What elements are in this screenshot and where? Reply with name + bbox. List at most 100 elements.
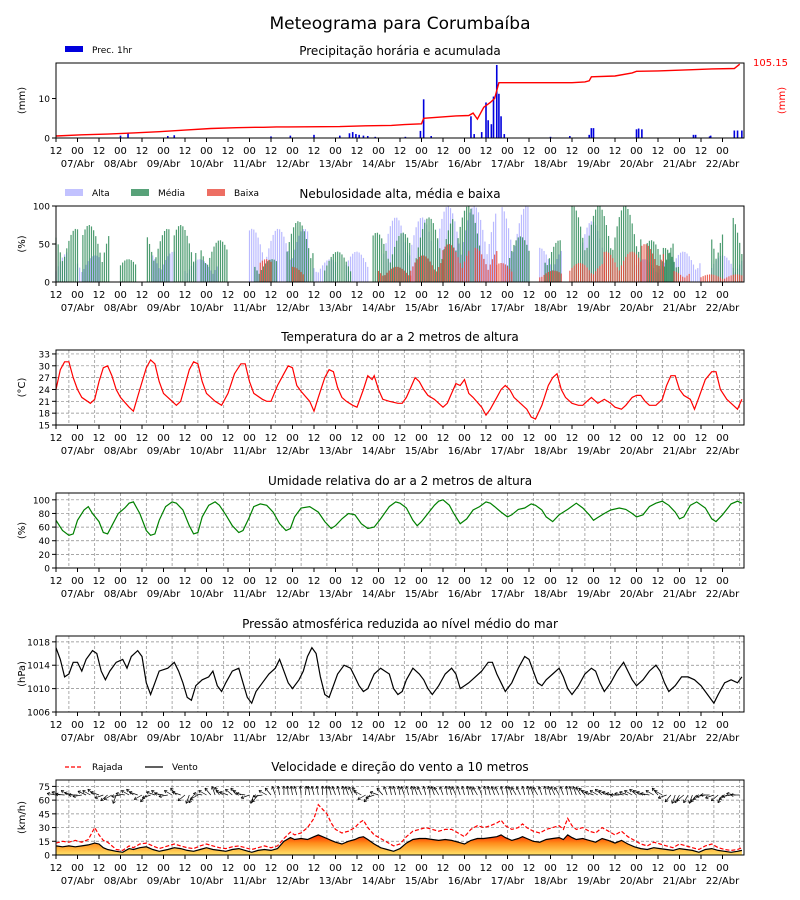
wind-arrow xyxy=(64,792,74,796)
x-hour-label: 00 xyxy=(415,863,428,874)
wind-arrow xyxy=(466,786,470,796)
x-day-label: 08/Abr xyxy=(104,589,138,600)
cloud-mid-bar xyxy=(59,252,61,282)
cloud-low-bar xyxy=(605,251,607,282)
x-hour-label: 12 xyxy=(136,433,149,444)
precip-bar xyxy=(708,136,711,138)
cloud-mid-bar xyxy=(153,260,155,282)
x-day-label: 21/Abr xyxy=(663,733,697,744)
cloud-high-bar xyxy=(98,257,100,282)
wind-arrow-head xyxy=(344,786,348,790)
precip-bar xyxy=(736,130,739,138)
wind-arrow xyxy=(172,791,181,796)
cloud-low-bar xyxy=(392,267,395,282)
x-hour-label: 12 xyxy=(394,720,407,731)
wind-arrow-head xyxy=(700,793,704,797)
wind-arrow-head xyxy=(133,796,138,800)
wind-arrow-head xyxy=(315,785,319,790)
wind-arrow-head xyxy=(357,796,361,800)
cloud-low-bar xyxy=(592,274,595,282)
x-hour-label: 12 xyxy=(265,290,278,301)
wind-arrow xyxy=(100,794,108,802)
wind-arrow-head xyxy=(388,785,393,790)
cloud-mid-bar xyxy=(334,252,337,282)
x-hour-label: 12 xyxy=(308,863,321,874)
cloud-low-bar xyxy=(539,277,541,282)
x-hour-label: 12 xyxy=(566,146,579,157)
wind-arrow xyxy=(572,786,577,796)
x-hour-label: 12 xyxy=(695,290,708,301)
x-day-label: 20/Abr xyxy=(620,159,654,170)
panel-frame xyxy=(55,492,745,569)
cloud-low-bar xyxy=(645,244,647,282)
precip-bar xyxy=(348,133,351,138)
cloud-high-bar xyxy=(167,256,169,282)
cloud-mid-bar xyxy=(265,263,267,282)
cloud-low-bar xyxy=(573,265,575,282)
wind-arrow xyxy=(430,786,435,796)
cloud-mid-bar xyxy=(57,244,59,282)
cloud-mid-bar xyxy=(555,242,557,282)
x-day-label: 13/Abr xyxy=(319,446,353,457)
x-day-label: 11/Abr xyxy=(233,159,267,170)
y-tick-label: 30 xyxy=(39,362,51,372)
x-hour-label: 12 xyxy=(523,576,536,587)
wind-arrow-head xyxy=(170,787,174,792)
cloud-mid-bar xyxy=(188,243,190,282)
wind-arrow xyxy=(439,786,444,796)
wind-arrow xyxy=(559,786,564,796)
x-day-label: 15/Abr xyxy=(405,303,439,314)
cloud-mid-bar xyxy=(734,224,736,282)
cloud-low-bar xyxy=(261,260,263,282)
wind-arrow-head xyxy=(177,797,182,802)
cloud-high-bar xyxy=(467,220,469,282)
wind-arrow-head xyxy=(448,786,452,790)
x-day-label: 19/Abr xyxy=(577,876,611,887)
temperature-line xyxy=(55,358,743,420)
wind-arrow-head xyxy=(690,798,694,803)
x-day-label: 14/Abr xyxy=(362,159,396,170)
cloud-mid-bar xyxy=(68,240,70,282)
wind-arrow-head xyxy=(433,786,437,791)
cloud-high-bar xyxy=(492,221,495,282)
wind-arrow-head xyxy=(146,791,150,795)
cloud-low-bar xyxy=(453,247,455,282)
wind-arrow xyxy=(614,793,624,796)
x-hour-label: 12 xyxy=(437,290,450,301)
cloud-low-bar xyxy=(377,270,380,282)
cloud-mid-bar xyxy=(341,254,343,282)
legend-label-vento: Vento xyxy=(172,763,198,773)
cloud-high-bar xyxy=(162,264,165,282)
pressure-line xyxy=(55,646,743,705)
x-hour-label: 00 xyxy=(329,433,342,444)
cloud-mid-bar xyxy=(439,248,441,282)
wind-arrow-head xyxy=(352,786,356,791)
x-hour-label: 12 xyxy=(136,576,149,587)
cloud-low-bar xyxy=(595,271,597,282)
x-hour-label: 00 xyxy=(630,863,643,874)
x-hour-label: 00 xyxy=(587,290,600,301)
cloud-mid-bar xyxy=(409,242,411,282)
cloud-mid-bar xyxy=(288,242,290,282)
legend-swatch xyxy=(131,189,149,196)
wind-arrow-head xyxy=(610,793,614,797)
cloud-low-bar xyxy=(405,272,408,282)
wind-arrow-head xyxy=(564,785,569,790)
wind-arrow-head xyxy=(671,800,675,804)
cloud-high-bar xyxy=(358,252,360,282)
precip-bar xyxy=(492,96,495,138)
wind-arrow-head xyxy=(392,786,396,790)
x-day-label: 10/Abr xyxy=(190,876,224,887)
cloud-mid-bar xyxy=(586,247,588,282)
cloud-high-bar xyxy=(315,271,317,282)
precip-bar xyxy=(490,124,493,138)
wind-arrow xyxy=(236,793,246,796)
precip-bar xyxy=(588,134,590,138)
x-hour-label: 00 xyxy=(415,290,428,301)
cloud-low-bar xyxy=(673,271,675,282)
x-hour-label: 12 xyxy=(480,863,493,874)
cloud-high-bar xyxy=(317,272,319,282)
cloud-mid-bar xyxy=(97,243,99,282)
cloud-mid-bar xyxy=(741,254,743,282)
cloud-mid-bar xyxy=(163,230,166,282)
